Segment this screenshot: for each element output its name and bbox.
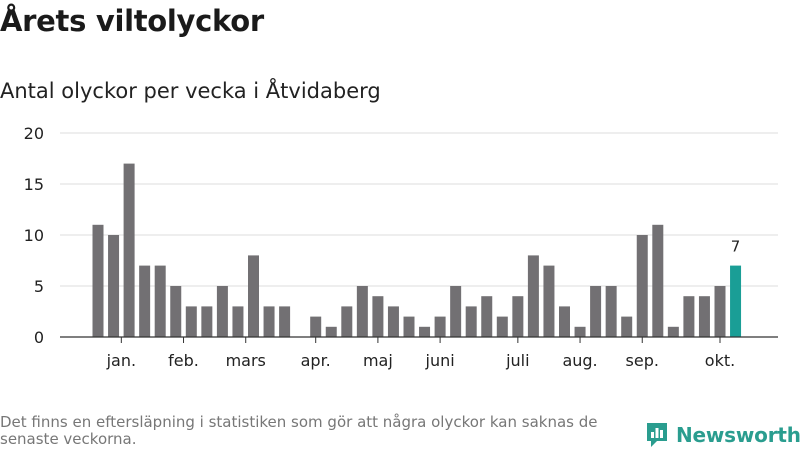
bar bbox=[279, 306, 291, 337]
x-tick-label: juni bbox=[425, 351, 455, 370]
y-tick-label: 20 bbox=[24, 124, 44, 143]
y-tick-label: 15 bbox=[24, 175, 44, 194]
x-tick-label: apr. bbox=[301, 351, 331, 370]
bar bbox=[108, 235, 120, 337]
x-tick-label: sep. bbox=[626, 351, 659, 370]
bar bbox=[201, 306, 213, 337]
y-tick-label: 5 bbox=[34, 277, 44, 296]
bar bbox=[372, 296, 384, 337]
bar bbox=[652, 224, 664, 337]
bar bbox=[496, 316, 508, 337]
bar bbox=[590, 286, 602, 337]
bar bbox=[667, 326, 679, 337]
y-tick-label: 0 bbox=[34, 328, 44, 347]
bar bbox=[310, 316, 322, 337]
bars bbox=[92, 163, 742, 337]
bar-current-week bbox=[730, 265, 742, 337]
bar bbox=[341, 306, 353, 337]
bar bbox=[154, 265, 166, 337]
bar bbox=[605, 286, 617, 337]
bar bbox=[123, 163, 135, 337]
bar bbox=[543, 265, 555, 337]
bar-chart: 0 5 10 15 20 jan. feb. mars apr. maj juni juli aug.… bbox=[24, 124, 778, 370]
bar bbox=[232, 306, 244, 337]
y-axis-ticks: 0 5 10 15 20 bbox=[24, 124, 44, 347]
x-tick-label: aug. bbox=[562, 351, 597, 370]
bar bbox=[263, 306, 275, 337]
bar bbox=[621, 316, 633, 337]
bar bbox=[387, 306, 399, 337]
bar bbox=[356, 286, 368, 337]
bar bbox=[574, 326, 586, 337]
bar bbox=[185, 306, 197, 337]
bar bbox=[465, 306, 477, 337]
x-axis: jan. feb. mars apr. maj juni juli aug. sep. okt. bbox=[60, 336, 778, 370]
bar bbox=[216, 286, 228, 337]
bar bbox=[559, 306, 570, 337]
brand-name: Newsworthy bbox=[676, 423, 800, 447]
bar bbox=[698, 296, 710, 337]
x-tick-label: maj bbox=[363, 351, 393, 370]
bar bbox=[481, 296, 493, 337]
bar bbox=[419, 326, 431, 337]
bar bbox=[170, 286, 182, 337]
footnote: Det finns en eftersläpning i statistiken… bbox=[0, 413, 598, 448]
brand-logo[interactable]: Newsworthy bbox=[645, 420, 800, 450]
bar bbox=[139, 265, 151, 337]
x-tick-label: okt. bbox=[705, 351, 735, 370]
bar bbox=[527, 255, 539, 337]
bar bbox=[325, 326, 337, 337]
chart-title: Årets viltolyckor bbox=[0, 4, 264, 38]
bar bbox=[450, 286, 462, 337]
bar bbox=[683, 296, 695, 337]
bar bbox=[512, 296, 524, 337]
bar bbox=[636, 235, 648, 337]
bar bbox=[714, 286, 726, 337]
bar bbox=[403, 316, 415, 337]
bar bbox=[92, 224, 104, 337]
bar bbox=[434, 316, 446, 337]
data-label-current-week: 7 bbox=[731, 238, 741, 256]
x-tick-label: mars bbox=[226, 351, 266, 370]
chart-subtitle: Antal olyckor per vecka i Åtvidaberg bbox=[0, 79, 381, 103]
data-labels: 7 bbox=[731, 238, 741, 256]
bar bbox=[248, 255, 259, 337]
x-tick-label: feb. bbox=[168, 351, 199, 370]
x-tick-label: juli bbox=[505, 351, 529, 370]
newsworthy-logo-icon bbox=[647, 423, 667, 447]
x-tick-label: jan. bbox=[106, 351, 136, 370]
y-tick-label: 10 bbox=[24, 226, 44, 245]
gridlines bbox=[60, 132, 778, 287]
